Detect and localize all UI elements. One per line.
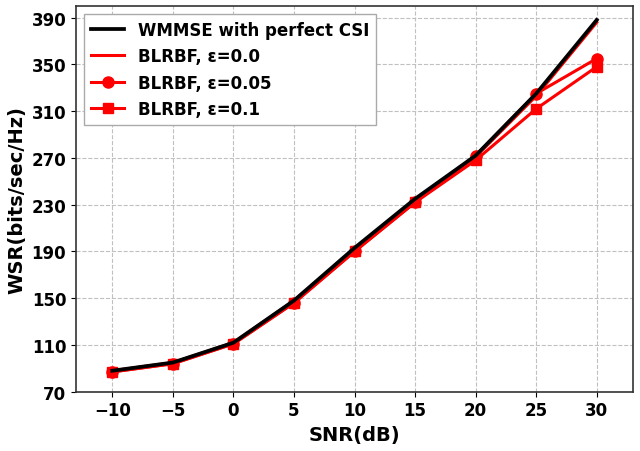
BLRBF, ε=0.1 bbox=[169, 361, 177, 367]
X-axis label: SNR(dB): SNR(dB) bbox=[308, 425, 401, 444]
BLRBF, ε=0.0 bbox=[532, 94, 540, 100]
BLRBF, ε=0.0 bbox=[593, 21, 600, 26]
WMMSE with perfect CSI bbox=[351, 246, 358, 251]
BLRBF, ε=0.1 bbox=[351, 249, 358, 255]
BLRBF, ε=0.0 bbox=[351, 247, 358, 252]
BLRBF, ε=0.1 bbox=[412, 200, 419, 206]
BLRBF, ε=0.0 bbox=[290, 298, 298, 304]
BLRBF, ε=0.0 bbox=[472, 155, 479, 160]
BLRBF, ε=0.1 bbox=[108, 369, 116, 375]
WMMSE with perfect CSI bbox=[412, 197, 419, 202]
WMMSE with perfect CSI bbox=[108, 368, 116, 373]
BLRBF, ε=0.1 bbox=[532, 107, 540, 112]
BLRBF, ε=0.05 bbox=[108, 369, 116, 375]
Legend: WMMSE with perfect CSI, BLRBF, ε=0.0, BLRBF, ε=0.05, BLRBF, ε=0.1: WMMSE with perfect CSI, BLRBF, ε=0.0, BL… bbox=[84, 15, 376, 125]
BLRBF, ε=0.05 bbox=[351, 249, 358, 255]
BLRBF, ε=0.1 bbox=[230, 341, 237, 347]
Y-axis label: WSR(bits/sec/Hz): WSR(bits/sec/Hz) bbox=[7, 106, 26, 293]
BLRBF, ε=0.0 bbox=[169, 360, 177, 365]
WMMSE with perfect CSI bbox=[472, 153, 479, 159]
BLRBF, ε=0.05 bbox=[412, 200, 419, 206]
WMMSE with perfect CSI bbox=[169, 360, 177, 365]
Line: BLRBF, ε=0.0: BLRBF, ε=0.0 bbox=[112, 23, 596, 371]
BLRBF, ε=0.1 bbox=[472, 158, 479, 164]
WMMSE with perfect CSI bbox=[532, 92, 540, 97]
BLRBF, ε=0.05 bbox=[290, 300, 298, 306]
BLRBF, ε=0.05 bbox=[230, 341, 237, 347]
BLRBF, ε=0.05 bbox=[169, 361, 177, 367]
BLRBF, ε=0.05 bbox=[593, 57, 600, 62]
BLRBF, ε=0.0 bbox=[108, 368, 116, 373]
Line: BLRBF, ε=0.05: BLRBF, ε=0.05 bbox=[107, 54, 602, 377]
WMMSE with perfect CSI bbox=[593, 18, 600, 23]
BLRBF, ε=0.05 bbox=[472, 153, 479, 159]
BLRBF, ε=0.0 bbox=[412, 198, 419, 203]
WMMSE with perfect CSI bbox=[230, 340, 237, 345]
BLRBF, ε=0.1 bbox=[290, 300, 298, 306]
BLRBF, ε=0.1 bbox=[593, 65, 600, 70]
BLRBF, ε=0.05 bbox=[532, 92, 540, 97]
WMMSE with perfect CSI bbox=[290, 298, 298, 304]
BLRBF, ε=0.0 bbox=[230, 340, 237, 345]
Line: WMMSE with perfect CSI: WMMSE with perfect CSI bbox=[112, 21, 596, 371]
Line: BLRBF, ε=0.1: BLRBF, ε=0.1 bbox=[108, 63, 602, 377]
